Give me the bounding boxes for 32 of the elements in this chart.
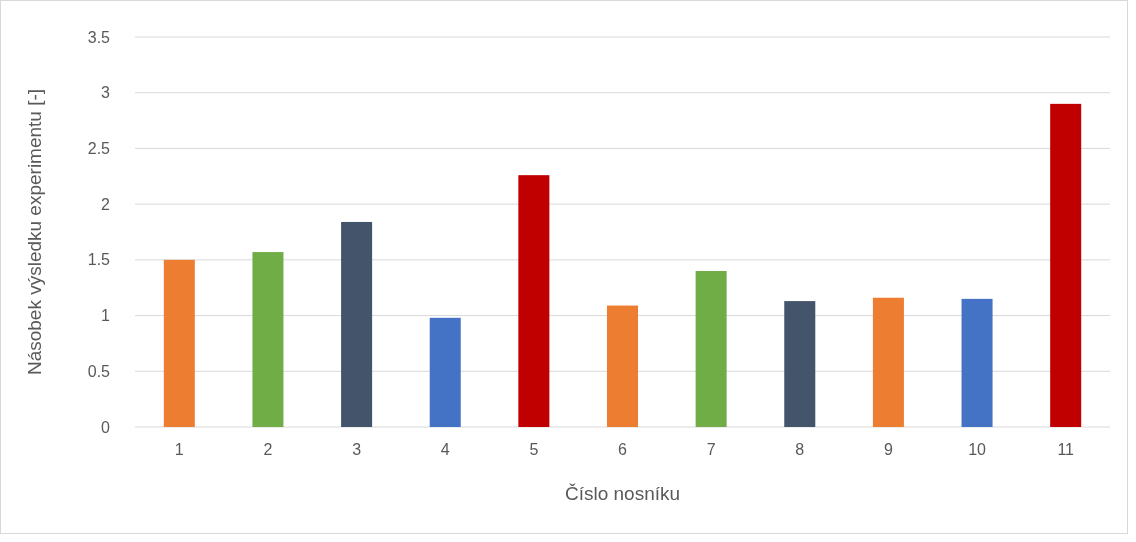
x-tick-label: 4 bbox=[440, 441, 450, 458]
bar bbox=[163, 259, 195, 427]
bar bbox=[961, 298, 993, 427]
y-tick-label: 2.5 bbox=[87, 140, 111, 158]
y-tick-label: 0.5 bbox=[87, 362, 111, 380]
bar bbox=[784, 301, 816, 427]
y-tick-label: 3 bbox=[101, 84, 111, 102]
y-tick-label: 3.5 bbox=[87, 28, 111, 46]
bar bbox=[606, 305, 639, 427]
bar bbox=[872, 297, 904, 427]
bar bbox=[695, 271, 727, 427]
bar bbox=[252, 252, 284, 427]
x-axis-title: Číslo nosníku bbox=[564, 483, 681, 504]
x-tick-label: 2 bbox=[263, 441, 273, 458]
x-tick-label: 10 bbox=[968, 441, 987, 458]
bar bbox=[518, 175, 550, 427]
bar bbox=[429, 317, 461, 427]
x-tick-label: 3 bbox=[352, 441, 362, 458]
x-tick-label: 11 bbox=[1057, 441, 1075, 458]
y-tick-label: 1.5 bbox=[87, 251, 111, 269]
bar bbox=[1050, 103, 1082, 427]
bar bbox=[341, 221, 373, 427]
x-tick-label: 9 bbox=[883, 441, 893, 458]
y-axis-title: Násobek výsledku experimentu [-] bbox=[24, 88, 45, 376]
y-tick-label: 2 bbox=[101, 195, 111, 213]
y-tick-label: 1 bbox=[101, 307, 111, 325]
x-tick-label: 1 bbox=[174, 441, 184, 458]
x-tick-label: 5 bbox=[529, 441, 539, 458]
y-tick-label: 0 bbox=[101, 418, 111, 436]
x-tick-label: 7 bbox=[706, 441, 716, 458]
x-tick-label: 8 bbox=[795, 441, 805, 458]
x-tick-label: 6 bbox=[618, 441, 628, 458]
